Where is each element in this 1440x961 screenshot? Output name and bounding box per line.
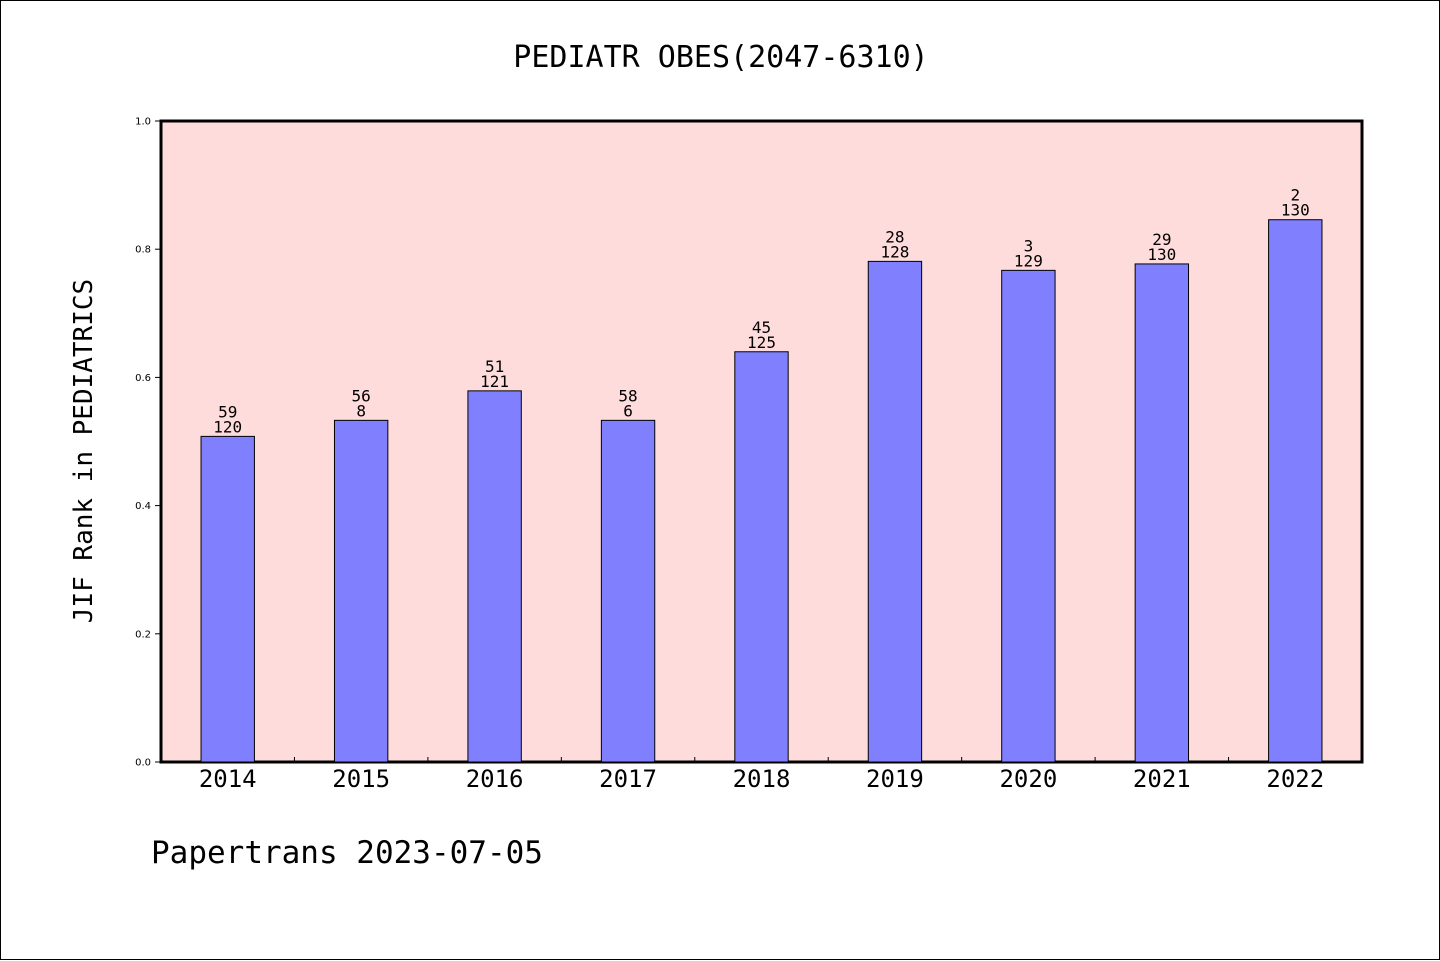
x-tick-label: 2020	[999, 765, 1057, 793]
bar-total-label: 121	[480, 372, 509, 391]
bar-total-label: 130	[1147, 245, 1176, 264]
bar-rank-label: 56	[352, 386, 371, 405]
bar	[200, 435, 255, 763]
bar-rank-label: 3	[1024, 236, 1034, 255]
x-tick-label: 2022	[1266, 765, 1324, 793]
y-tick-label: 0.0	[135, 758, 151, 769]
x-tick-label: 2016	[466, 765, 524, 793]
bar-rank-label: 28	[885, 227, 904, 246]
bar	[333, 419, 389, 763]
bar-total-label: 130	[1281, 201, 1310, 220]
bar-total-label: 128	[880, 242, 909, 261]
x-tick-label: 2014	[199, 765, 257, 793]
y-tick-label: 1.0	[135, 117, 151, 128]
bar-total-label: 120	[213, 417, 242, 436]
bar-rank-label: 59	[218, 402, 237, 421]
y-tick-label: 0.6	[135, 373, 151, 384]
y-tick-label: 0.4	[135, 501, 151, 512]
bar	[600, 419, 656, 763]
x-tick-label: 2017	[599, 765, 657, 793]
bar	[734, 351, 789, 763]
y-tick-label: 0.2	[135, 629, 151, 640]
chart-title: PEDIATR OBES(2047-6310)	[513, 40, 928, 75]
x-tick-label: 2018	[733, 765, 791, 793]
bar	[1268, 219, 1323, 763]
bar-rank-label: 29	[1152, 230, 1171, 249]
x-tick-label: 2019	[866, 765, 924, 793]
y-axis-label: JIF Rank in PEDIATRICS	[69, 279, 99, 623]
x-tick-label: 2021	[1133, 765, 1191, 793]
bar-total-label: 6	[623, 401, 633, 420]
bar-total-label: 125	[747, 333, 776, 352]
bar	[1001, 269, 1056, 763]
bar-total-label: 8	[356, 401, 366, 420]
bar-rank-label: 51	[485, 357, 504, 376]
bar-total-label: 129	[1014, 251, 1043, 270]
bar-rank-label: 58	[618, 386, 637, 405]
footer-credit: Papertrans 2023-07-05	[151, 835, 543, 871]
bar-rank-label: 2	[1290, 186, 1300, 205]
bar	[867, 260, 923, 763]
x-tick-label: 2015	[332, 765, 390, 793]
y-tick-label: 0.8	[135, 245, 151, 256]
bar	[467, 390, 522, 763]
bar-rank-label: 45	[752, 318, 771, 337]
bar	[1134, 263, 1190, 763]
